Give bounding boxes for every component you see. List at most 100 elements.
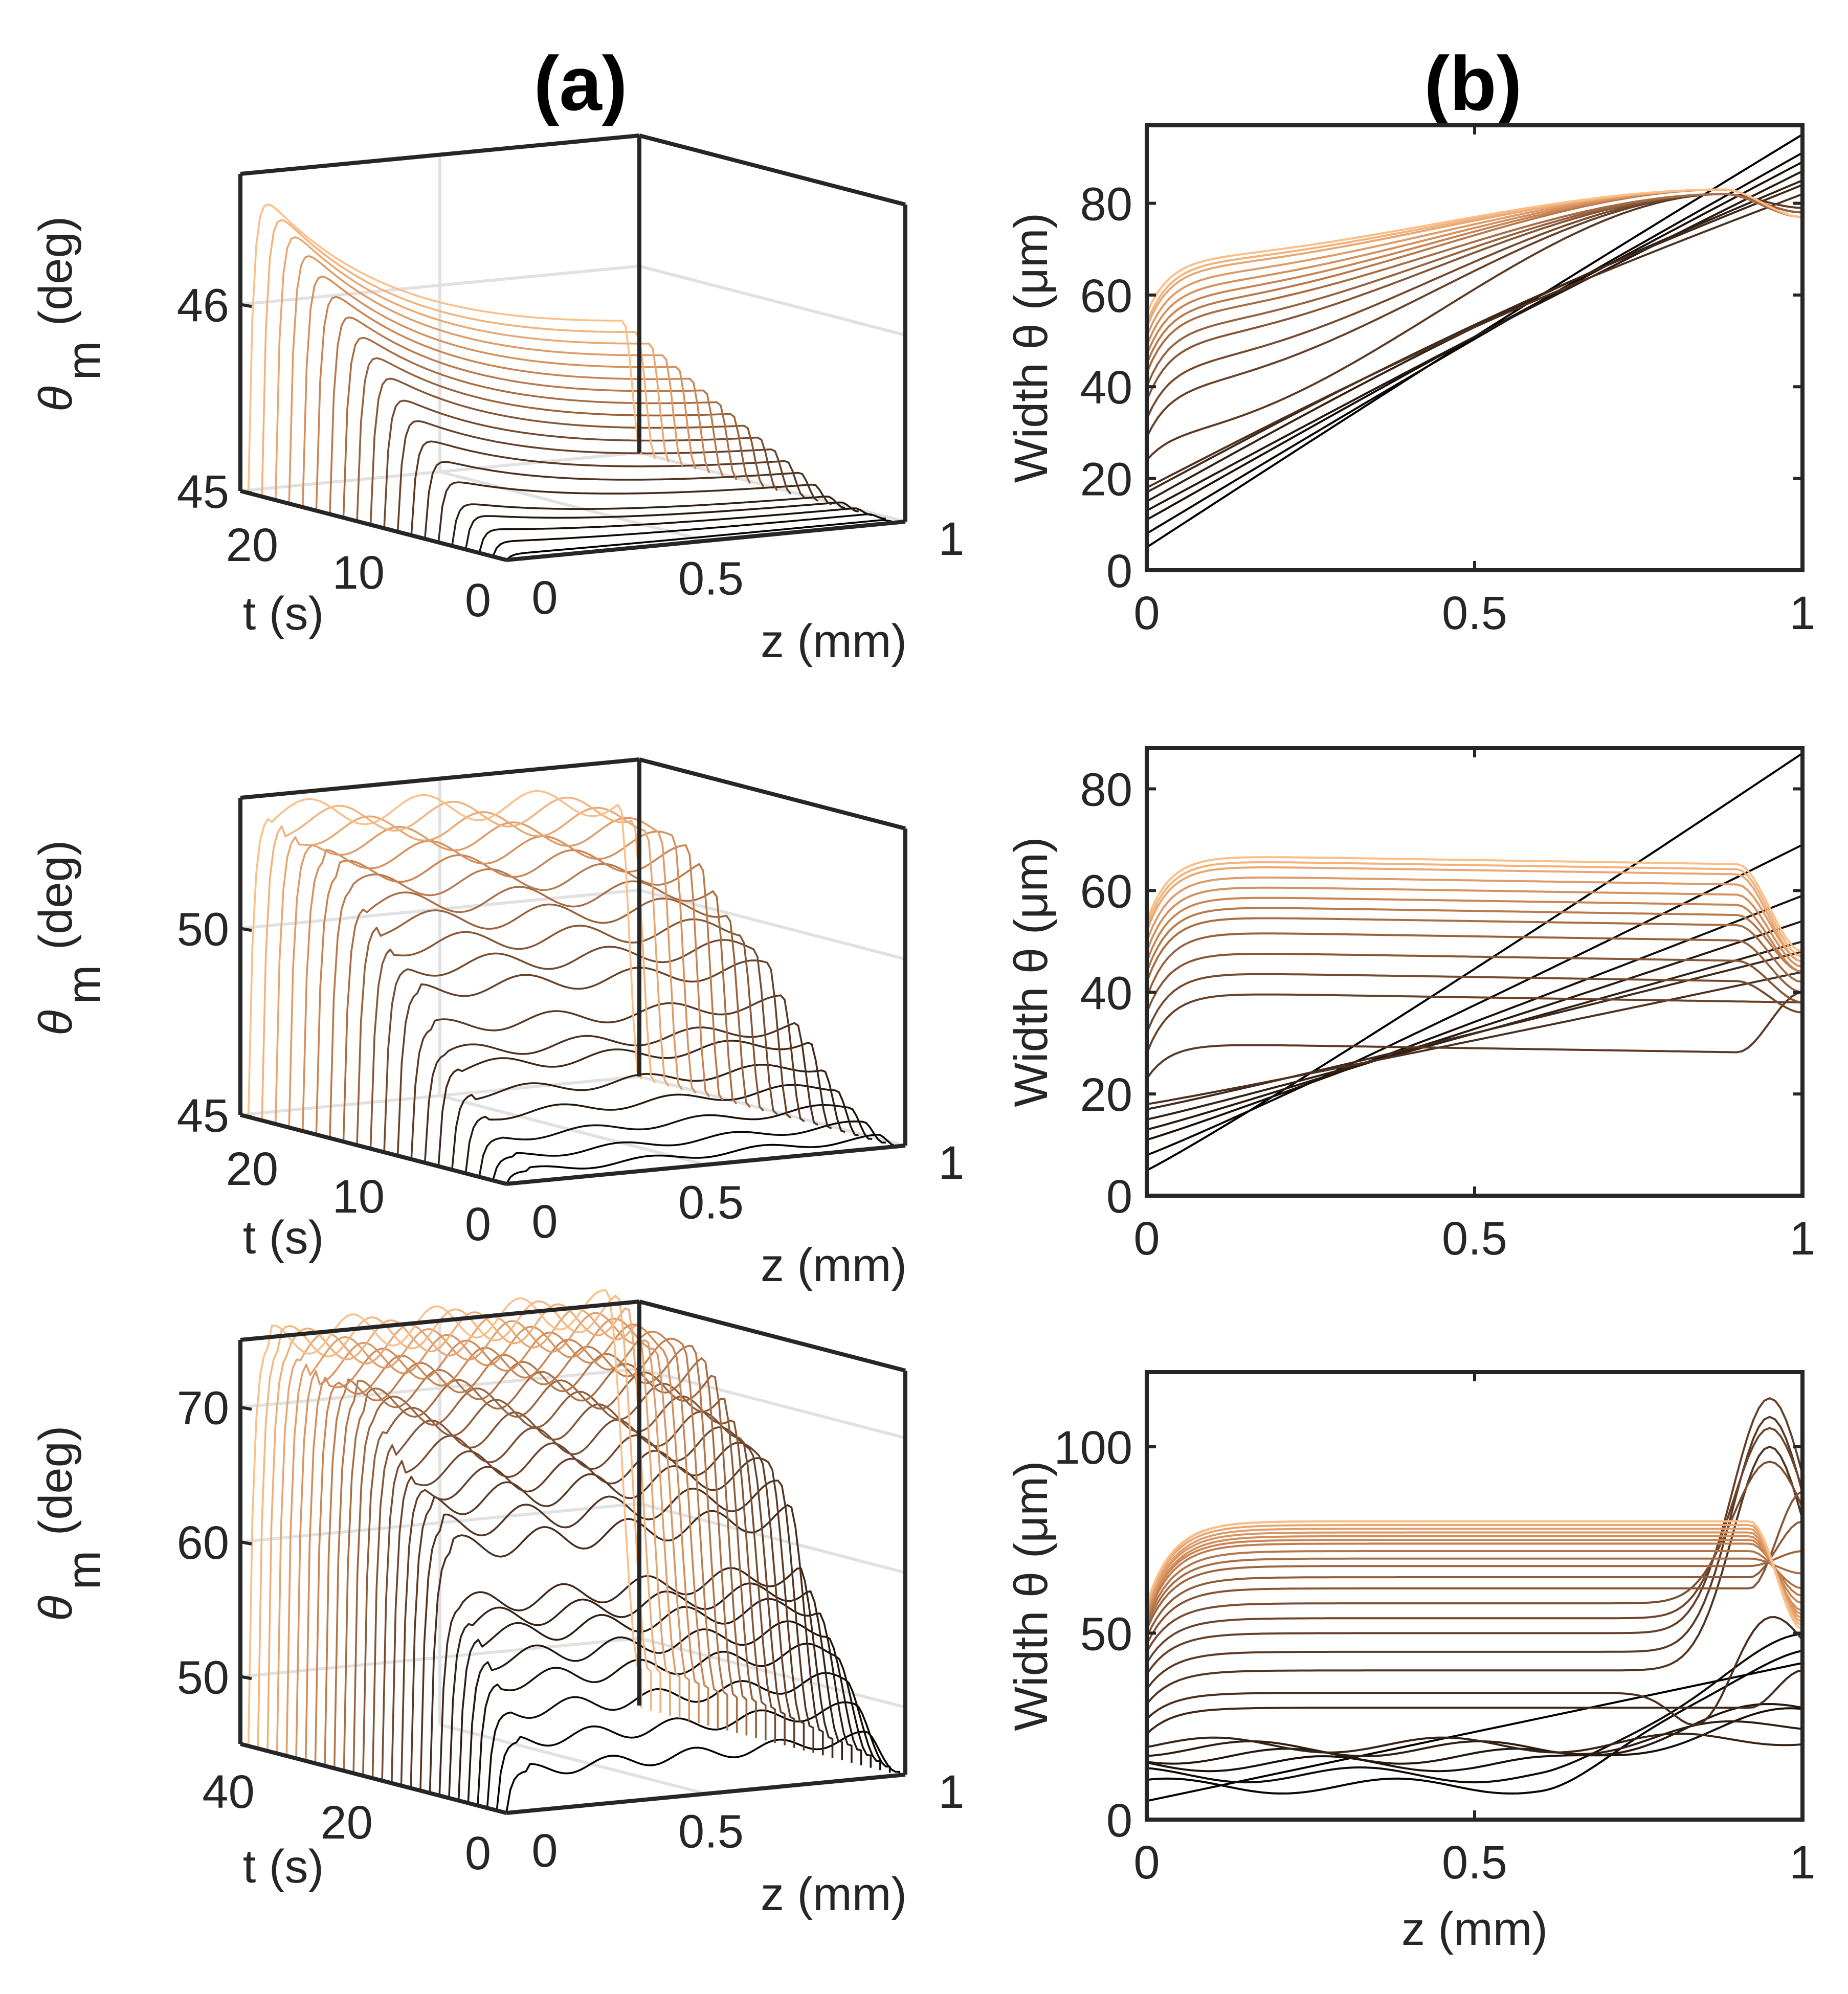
series-line-15 <box>1146 886 1803 968</box>
z-tick-mark <box>240 1540 252 1545</box>
z-axis-label-symbol: θ <box>30 386 82 412</box>
waterfall-curve-4 <box>451 496 845 546</box>
t-tick-label: 20 <box>321 1797 373 1849</box>
z-axis-label-symbol: θ <box>30 1010 82 1036</box>
z-tick-mark <box>240 1675 252 1681</box>
waterfall-curve-16 <box>288 255 683 504</box>
waterfall-curve-22 <box>295 1317 691 1759</box>
x-tick-label: 0 <box>531 572 558 624</box>
t-tick-label: 10 <box>332 1171 385 1223</box>
x-tick-label: 0 <box>531 1196 558 1248</box>
waterfall-curve-16 <box>352 1371 748 1774</box>
waterfall-curve-16 <box>288 817 683 1128</box>
waterfall-curve-0 <box>505 519 900 561</box>
series-line-2 <box>1146 894 1803 1141</box>
series-line-17 <box>1146 1557 1803 1626</box>
axes-frame <box>1145 746 1805 1198</box>
series-line-18 <box>1146 188 1803 323</box>
waterfall-curve-17 <box>274 236 670 500</box>
series-line-11 <box>1146 932 1803 998</box>
waterfall-curve-19 <box>247 790 642 1117</box>
waterfall-curve-1 <box>492 513 886 557</box>
y-axis-label: Width θ (μm) <box>1005 837 1057 1107</box>
waterfall-curve-18 <box>261 219 656 497</box>
z-tick-mark <box>240 927 252 932</box>
t-tick-label: 40 <box>202 1766 254 1818</box>
series-line-12 <box>1146 193 1803 374</box>
waterfall-curve-5 <box>457 1598 853 1801</box>
series-line-0 <box>1146 1662 1803 1802</box>
waterfall-curve-24 <box>276 1308 671 1754</box>
waterfall-curve-20 <box>314 1330 709 1764</box>
y-tick-label: 20 <box>1080 454 1132 506</box>
t-tick-label: 0 <box>465 1827 491 1879</box>
series-line-8 <box>1146 1616 1804 1726</box>
series-line-1 <box>1146 152 1803 534</box>
series-line-5 <box>1146 950 1803 1110</box>
series-line-11 <box>1146 1397 1804 1675</box>
z-axis-label-symbol: θ <box>30 1596 82 1621</box>
series-line-3 <box>1146 920 1803 1131</box>
waterfall-curve-10 <box>410 1457 805 1788</box>
y-tick-label: 20 <box>1080 1069 1132 1121</box>
series-line-8 <box>1146 993 1803 1054</box>
x-gridline <box>439 470 706 543</box>
t-tick-label: 20 <box>226 1143 278 1195</box>
series-line-2 <box>1146 161 1803 521</box>
series-line-9 <box>1146 973 1803 1034</box>
waterfall-curve-2 <box>478 507 873 553</box>
waterfall-curve-9 <box>383 399 778 529</box>
series-line-19 <box>1146 1542 1803 1619</box>
series-line-22 <box>1146 1531 1803 1616</box>
x-tick-label: 0.5 <box>678 553 744 605</box>
z-tick-label: 45 <box>177 466 229 518</box>
y-axis-label: Width θ (μm) <box>1005 1461 1057 1731</box>
x-gridline <box>439 1723 706 1796</box>
x-tick-label: 0.5 <box>1442 587 1507 639</box>
y-tick-label: 0 <box>1106 1171 1132 1223</box>
y-tick-label: 40 <box>1080 362 1132 414</box>
waterfall-curve-8 <box>396 959 792 1156</box>
x-axis-label: z (mm) <box>761 615 907 667</box>
waterfall-curve-17 <box>343 1357 738 1771</box>
series-line-16 <box>1146 1550 1803 1630</box>
z-tick-label: 70 <box>177 1382 229 1435</box>
t-axis-label: t (s) <box>243 588 324 640</box>
t-axis-label: t (s) <box>243 1841 324 1893</box>
y-tick-label: 50 <box>1080 1608 1132 1660</box>
y-tick-label: 60 <box>1080 865 1132 917</box>
z-axis-label-unit: (deg) <box>30 216 82 326</box>
x-tick-label: 1 <box>1789 587 1815 639</box>
z-tick-label: 60 <box>177 1517 229 1569</box>
series-line-24 <box>1146 1524 1803 1623</box>
waterfall-curve-4 <box>451 1064 845 1170</box>
x-tick-label: 0 <box>1133 1213 1160 1265</box>
x-tick-label: 1 <box>1789 1836 1815 1889</box>
top-back-edge <box>240 133 640 176</box>
top-right-edge <box>638 133 906 207</box>
top-right-edge <box>638 1300 906 1373</box>
t-axis-edge <box>239 1113 507 1186</box>
waterfall-curve-19 <box>247 203 642 494</box>
waterfall-curve-18 <box>333 1345 728 1768</box>
waterfall-curve-15 <box>302 831 697 1131</box>
z-axis-label-unit: (deg) <box>30 840 82 950</box>
y-tick-label: 80 <box>1080 178 1132 230</box>
waterfall-curve-25 <box>266 1303 662 1751</box>
x-gridline <box>439 1094 706 1167</box>
series-line-19 <box>1146 856 1803 953</box>
series-line-3 <box>1146 170 1803 512</box>
series-line-16 <box>1146 876 1803 963</box>
series-line-0 <box>1146 133 1804 548</box>
waterfall-curve-11 <box>356 357 751 522</box>
waterfall-curve-7 <box>410 440 805 535</box>
waterfall-curve-7 <box>410 994 805 1159</box>
line-panel-b1: 0 0.5 1 0 20 40 60 80 Width θ (μm) <box>1005 123 1816 639</box>
waterfall-curve-8 <box>429 1504 824 1794</box>
y-tick-label: 80 <box>1080 764 1132 816</box>
series-line-5 <box>1146 1720 1803 1757</box>
series-line-0 <box>1146 752 1804 1172</box>
